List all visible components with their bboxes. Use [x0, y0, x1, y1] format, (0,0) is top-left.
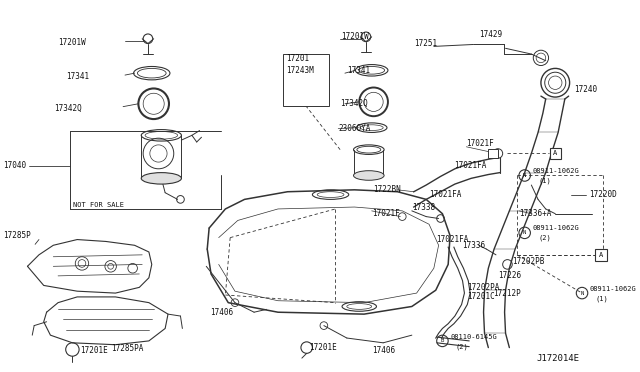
Circle shape	[493, 149, 502, 158]
Text: (1): (1)	[595, 296, 608, 302]
Text: B: B	[441, 339, 444, 343]
Ellipse shape	[141, 173, 181, 184]
Text: 17201: 17201	[285, 54, 308, 63]
Text: 17406: 17406	[210, 308, 233, 317]
Text: 17285PA: 17285PA	[111, 344, 143, 353]
Text: J172014E: J172014E	[536, 354, 579, 363]
Text: 17338: 17338	[412, 202, 435, 212]
Text: 17201E: 17201E	[310, 343, 337, 352]
Text: N: N	[523, 173, 526, 178]
Text: 17021FA: 17021FA	[454, 161, 486, 170]
Bar	[550, 148, 561, 159]
Bar	[283, 54, 329, 106]
Text: 1722BN: 1722BN	[374, 185, 401, 194]
Text: 17201C: 17201C	[467, 292, 495, 301]
Text: 17021FA: 17021FA	[436, 235, 468, 244]
Text: 17220D: 17220D	[589, 190, 616, 199]
Text: 17251: 17251	[413, 39, 437, 48]
Text: 17341: 17341	[66, 73, 89, 81]
Text: 17342Q: 17342Q	[54, 104, 82, 113]
Text: 17201W: 17201W	[58, 38, 86, 47]
Bar	[488, 149, 498, 158]
Text: 17406: 17406	[372, 346, 395, 355]
Text: 08911-1062G: 08911-1062G	[532, 225, 579, 231]
Text: N: N	[580, 291, 584, 296]
Text: 17341: 17341	[347, 66, 370, 75]
Bar	[595, 249, 607, 260]
Text: 23060YA: 23060YA	[338, 124, 371, 133]
Text: 17021F: 17021F	[372, 209, 399, 218]
Text: 17202PA: 17202PA	[467, 283, 500, 292]
Ellipse shape	[353, 171, 384, 180]
Text: (1): (1)	[538, 177, 551, 183]
Text: 17342Q: 17342Q	[340, 99, 368, 108]
Text: NOT FOR SALE: NOT FOR SALE	[74, 202, 124, 208]
Text: 17201E: 17201E	[80, 346, 108, 355]
Text: N: N	[523, 230, 526, 235]
Text: A: A	[553, 151, 557, 157]
Text: 17429: 17429	[479, 31, 502, 39]
Text: 17243M: 17243M	[285, 66, 314, 75]
Text: 17336: 17336	[463, 241, 486, 250]
Text: 17336+A: 17336+A	[519, 209, 551, 218]
Text: 17285P: 17285P	[4, 231, 31, 240]
Text: 17202PB: 17202PB	[512, 257, 545, 266]
Text: 17226: 17226	[498, 272, 521, 280]
Text: 17212P: 17212P	[493, 289, 521, 298]
Text: 17201W: 17201W	[341, 32, 369, 41]
Text: 17040: 17040	[4, 161, 27, 170]
Text: 08110-6145G: 08110-6145G	[450, 334, 497, 340]
Text: 17021FA: 17021FA	[429, 190, 461, 199]
Text: 08911-1062G: 08911-1062G	[589, 286, 636, 292]
Text: A: A	[599, 252, 604, 258]
Text: 08911-1062G: 08911-1062G	[532, 168, 579, 174]
Text: 17240: 17240	[574, 85, 598, 94]
Text: 17021F: 17021F	[467, 140, 494, 148]
Text: (2): (2)	[456, 343, 468, 350]
Text: (2): (2)	[538, 234, 551, 241]
